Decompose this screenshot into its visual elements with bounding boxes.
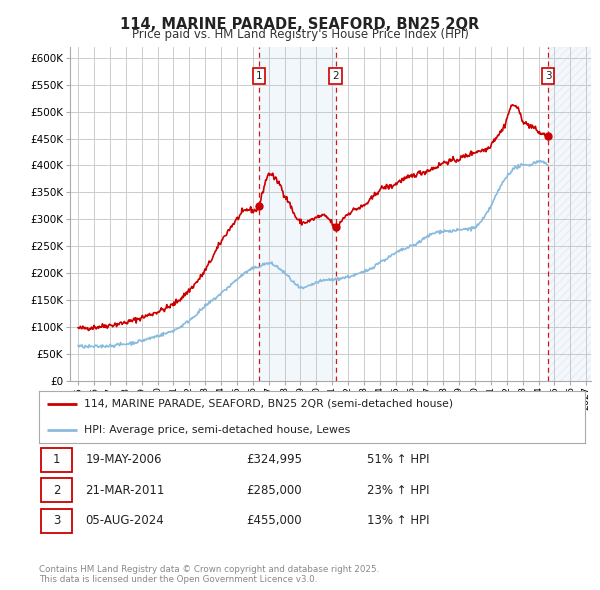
Text: 1: 1: [256, 71, 262, 81]
Text: 13% ↑ HPI: 13% ↑ HPI: [367, 514, 429, 527]
Bar: [548, 47, 591, 381]
Bar: [259, 47, 335, 381]
Text: 05-AUG-2024: 05-AUG-2024: [85, 514, 164, 527]
Text: 2: 2: [332, 71, 339, 81]
Text: 114, MARINE PARADE, SEAFORD, BN25 2QR: 114, MARINE PARADE, SEAFORD, BN25 2QR: [121, 17, 479, 31]
FancyBboxPatch shape: [41, 478, 73, 502]
Text: 19-MAY-2006: 19-MAY-2006: [85, 453, 162, 466]
Text: £455,000: £455,000: [247, 514, 302, 527]
Text: 1: 1: [53, 453, 60, 466]
Text: 2: 2: [53, 484, 60, 497]
Text: 21-MAR-2011: 21-MAR-2011: [85, 484, 165, 497]
Text: 3: 3: [545, 71, 551, 81]
Text: Price paid vs. HM Land Registry's House Price Index (HPI): Price paid vs. HM Land Registry's House …: [131, 28, 469, 41]
Text: HPI: Average price, semi-detached house, Lewes: HPI: Average price, semi-detached house,…: [84, 425, 350, 434]
Text: Contains HM Land Registry data © Crown copyright and database right 2025.
This d: Contains HM Land Registry data © Crown c…: [39, 565, 379, 584]
FancyBboxPatch shape: [41, 509, 73, 533]
Text: 114, MARINE PARADE, SEAFORD, BN25 2QR (semi-detached house): 114, MARINE PARADE, SEAFORD, BN25 2QR (s…: [84, 399, 453, 408]
Text: £285,000: £285,000: [247, 484, 302, 497]
Text: £324,995: £324,995: [247, 453, 302, 466]
FancyBboxPatch shape: [41, 448, 73, 471]
Text: 23% ↑ HPI: 23% ↑ HPI: [367, 484, 429, 497]
Text: 51% ↑ HPI: 51% ↑ HPI: [367, 453, 429, 466]
Text: 3: 3: [53, 514, 60, 527]
